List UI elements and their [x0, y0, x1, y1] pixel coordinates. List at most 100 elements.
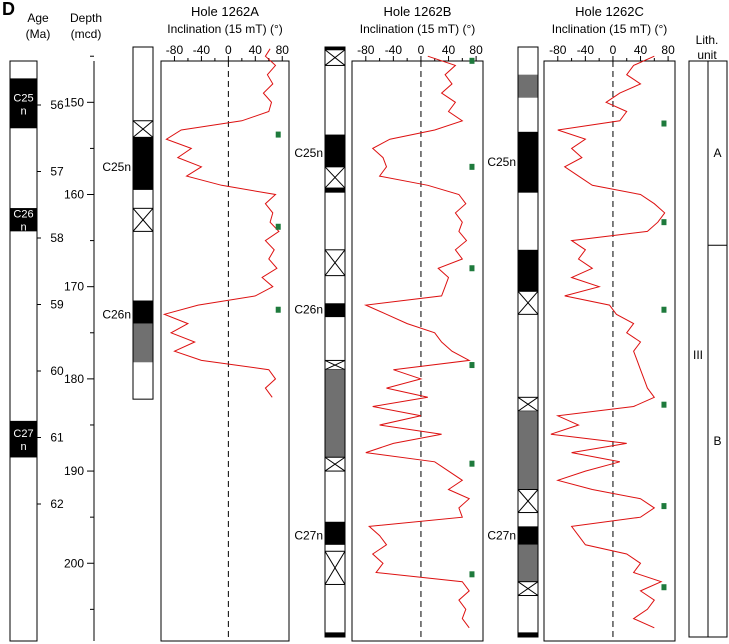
age-chron-label-n: n	[20, 441, 26, 453]
polarity-normal	[325, 47, 345, 50]
polarity-normal	[325, 521, 345, 545]
sample-marker	[661, 503, 667, 510]
age-chron-block	[10, 208, 37, 232]
depth-tick-label: 150	[64, 95, 84, 109]
x-tick-label: 0	[418, 43, 425, 57]
polarity-frame	[132, 46, 154, 400]
sample-marker	[469, 571, 475, 578]
polarity-normal	[518, 249, 538, 292]
depth-axis-title: Depth	[70, 11, 102, 25]
polarity-normal	[325, 303, 345, 318]
polarity-normal	[325, 632, 345, 637]
lith-unit-word: unit	[697, 48, 717, 62]
x-tick-label: 0	[610, 43, 617, 57]
chron-label: C25n	[102, 160, 131, 174]
plot-frame	[543, 60, 676, 642]
polarity-uncertain	[325, 369, 345, 458]
polarity-uncertain	[133, 323, 153, 363]
x-tick-label: -40	[193, 43, 211, 57]
age-tick-label: 59	[50, 298, 64, 312]
x-tick-label: 80	[661, 43, 675, 57]
x-tick-label: -40	[385, 43, 403, 57]
chron-label: C27n	[487, 529, 516, 543]
sample-marker	[661, 219, 667, 226]
age-chron-label: C27	[13, 428, 33, 440]
age-chron-label: C26	[13, 209, 33, 221]
sample-marker	[469, 57, 475, 64]
polarity-gap-cross	[324, 359, 346, 371]
x-tick-label: 0	[225, 43, 232, 57]
age-tick-label: 62	[50, 497, 64, 511]
x-axis-label: Inclination (15 mT) (°)	[167, 22, 283, 36]
polarity-gap-cross	[324, 249, 346, 276]
polarity-normal	[325, 188, 345, 193]
x-tick-label: 40	[634, 43, 648, 57]
x-tick-label: 40	[442, 43, 456, 57]
x-tick-label: -40	[577, 43, 595, 57]
hole-1262A: Hole 1262A Inclination (15 mT) (°) C25n C26…	[102, 4, 290, 642]
plot-frame	[351, 60, 484, 642]
polarity-gap-cross	[324, 49, 346, 66]
polarity-gap-cross	[517, 396, 539, 412]
sample-marker	[275, 223, 281, 230]
x-tick-label: -80	[549, 43, 567, 57]
age-chron-label-n: n	[20, 222, 26, 234]
polarity-frame	[324, 46, 346, 638]
age-tick-label: 56	[50, 98, 64, 112]
x-axis-label: Inclination (15 mT) (°)	[552, 22, 668, 36]
hole-title: Hole 1262B	[384, 4, 452, 19]
polarity-uncertain	[518, 544, 538, 582]
age-axis-title: Age	[27, 11, 49, 25]
polarity-gap-cross	[324, 551, 346, 585]
age-tick-label: 60	[50, 364, 64, 378]
hole-1262B: Hole 1262B Inclination (15 mT) (°) C25n C26…	[294, 4, 484, 642]
chron-label: C25n	[487, 155, 516, 169]
depth-axis-unit: (mcd)	[71, 27, 102, 41]
polarity-gap-cross	[324, 456, 346, 472]
depth-tick-label: 170	[64, 280, 84, 294]
age-chron-block	[10, 78, 37, 129]
lith-sub-label: B	[713, 434, 721, 448]
polarity-normal	[133, 137, 153, 190]
sample-marker	[275, 306, 281, 313]
polarity-normal	[518, 526, 538, 545]
sample-marker	[469, 460, 475, 467]
lith-sub-label: A	[713, 146, 721, 160]
plot-frame	[160, 60, 290, 642]
sample-marker	[275, 131, 281, 138]
polarity-gap-cross	[132, 208, 154, 232]
x-tick-label: -80	[166, 43, 184, 57]
chron-label: C26n	[294, 303, 323, 317]
sample-marker	[661, 584, 667, 591]
polarity-normal	[325, 134, 345, 167]
polarity-frame	[517, 46, 539, 638]
sample-marker	[661, 401, 667, 408]
polarity-gap-cross	[517, 489, 539, 513]
age-chron-block	[10, 420, 37, 458]
age-tick-label: 61	[50, 431, 64, 445]
polarity-gap-cross	[517, 290, 539, 315]
inclination-curve	[363, 55, 471, 629]
sample-marker	[661, 120, 667, 127]
x-tick-label: 40	[249, 43, 263, 57]
panel-label: D	[2, 0, 15, 19]
polarity-gap-cross	[517, 581, 539, 596]
x-tick-label: -80	[357, 43, 375, 57]
x-tick-label: 80	[276, 43, 290, 57]
polarity-normal	[518, 632, 538, 637]
polarity-gap-cross	[132, 120, 154, 138]
lith-unit-column: Lith. unit III A B	[688, 33, 728, 638]
depth-tick-label: 180	[64, 372, 84, 386]
chron-label: C25n	[294, 146, 323, 160]
age-chron-label: C25	[13, 92, 33, 104]
hole-1262C: Hole 1262C Inclination (15 mT) (°) C25n C27…	[487, 4, 676, 642]
lith-title: Lith.	[696, 33, 719, 47]
x-tick-label: 80	[469, 43, 483, 57]
inclination-curve	[550, 55, 666, 629]
hole-title: Hole 1262C	[575, 4, 644, 19]
polarity-uncertain	[518, 74, 538, 98]
age-chron-label-n: n	[20, 105, 26, 117]
age-axis-unit: (Ma)	[26, 27, 51, 41]
